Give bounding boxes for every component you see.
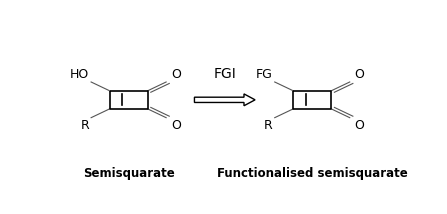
Text: FG: FG: [256, 68, 273, 81]
Text: O: O: [354, 119, 364, 131]
Text: Semisquarate: Semisquarate: [83, 168, 174, 180]
Text: O: O: [354, 68, 364, 81]
Text: HO: HO: [70, 68, 89, 81]
Text: R: R: [264, 119, 273, 131]
Text: FGI: FGI: [213, 67, 236, 81]
Text: Functionalised semisquarate: Functionalised semisquarate: [217, 168, 408, 180]
FancyArrow shape: [194, 94, 255, 106]
Text: R: R: [80, 119, 89, 131]
Text: O: O: [171, 119, 181, 131]
Text: O: O: [171, 68, 181, 81]
